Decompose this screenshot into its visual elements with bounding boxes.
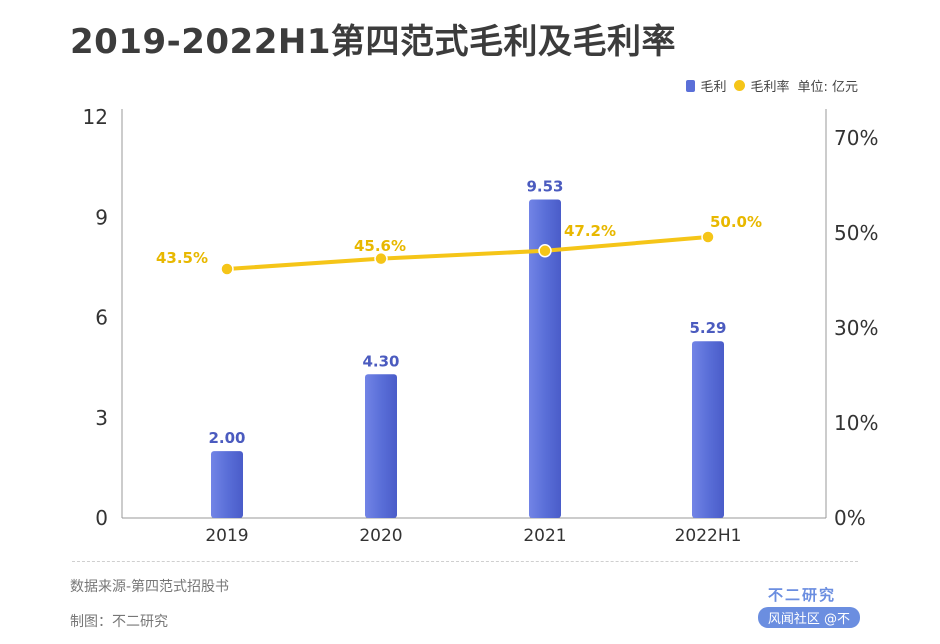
data-source: 数据来源-第四范式招股书 (70, 579, 230, 595)
x-tick-label: 2022H1 (675, 526, 742, 546)
bar (692, 341, 724, 518)
margin-point (538, 244, 552, 258)
legend-item-line: 毛利率 (734, 76, 789, 95)
legend-item-bar: 毛利 (686, 76, 726, 95)
bar (365, 374, 397, 518)
y-left-tick-label: 3 (95, 406, 108, 430)
bar (529, 199, 561, 518)
y-right-tick-label: 0% (834, 506, 866, 530)
y-right-tick-label: 30% (834, 316, 878, 340)
margin-line (226, 235, 709, 271)
legend-line-label: 毛利率 (750, 80, 790, 95)
margin-point (374, 251, 388, 266)
legend: 毛利 毛利率 单位: 亿元 (686, 76, 858, 95)
y-right-tick-label: 70% (834, 126, 878, 150)
y-left-tick-label: 6 (95, 306, 108, 330)
legend-bar-swatch (686, 79, 696, 92)
brand-logo-text: 不二研究 (767, 586, 836, 604)
bar-value-label: 4.30 (362, 352, 399, 370)
x-tick-label: 2020 (359, 526, 402, 546)
margin-value-label: 47.2% (564, 222, 616, 240)
margin-point (220, 262, 234, 276)
y-left-tick-label: 0 (95, 506, 108, 530)
y-right-tick-label: 10% (834, 411, 878, 435)
y-left-tick-label: 9 (95, 205, 108, 229)
bar-value-label: 2.00 (208, 429, 245, 447)
legend-bar-label: 毛利 (700, 80, 727, 95)
x-tick-label: 2021 (523, 526, 566, 546)
margin-point (701, 230, 715, 244)
community-badge: 风闻社区 @不 (757, 607, 860, 628)
unit-label: 单位: 亿元 (797, 80, 858, 95)
chart-title: 2019-2022H1第四范式毛利及毛利率 (70, 22, 676, 62)
bar-value-label: 9.53 (526, 178, 563, 196)
y-left-tick-label: 12 (83, 105, 108, 129)
legend-line-swatch (734, 80, 746, 91)
margin-value-label: 45.6% (354, 237, 406, 255)
chart-maker: 制图：不二研究 (70, 614, 168, 630)
margin-value-label: 50.0% (710, 213, 762, 231)
x-tick-label: 2019 (205, 526, 248, 546)
margin-value-label: 43.5% (156, 249, 208, 267)
footer-divider (72, 561, 858, 562)
bar-value-label: 5.29 (689, 319, 726, 337)
y-right-tick-label: 50% (834, 221, 878, 245)
bar (211, 451, 243, 518)
